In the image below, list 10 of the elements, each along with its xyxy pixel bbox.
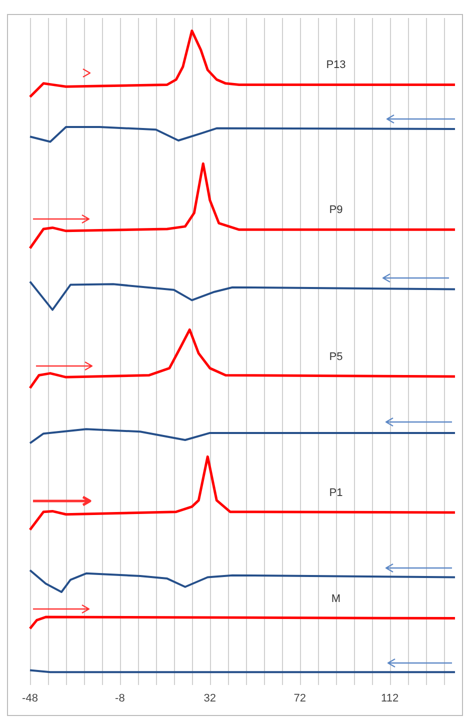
series-label: P1 [329, 486, 343, 499]
series-label: P9 [329, 204, 343, 216]
series-label: P13 [326, 59, 346, 72]
x-tick-label: -48 [22, 692, 38, 704]
series-label: P5 [329, 351, 343, 364]
x-tick-label: 72 [294, 692, 306, 704]
x-tick-label: -8 [115, 692, 125, 704]
x-tick-label: 112 [381, 692, 399, 704]
series-label: M [331, 592, 341, 605]
x-tick-label: 32 [204, 692, 216, 704]
